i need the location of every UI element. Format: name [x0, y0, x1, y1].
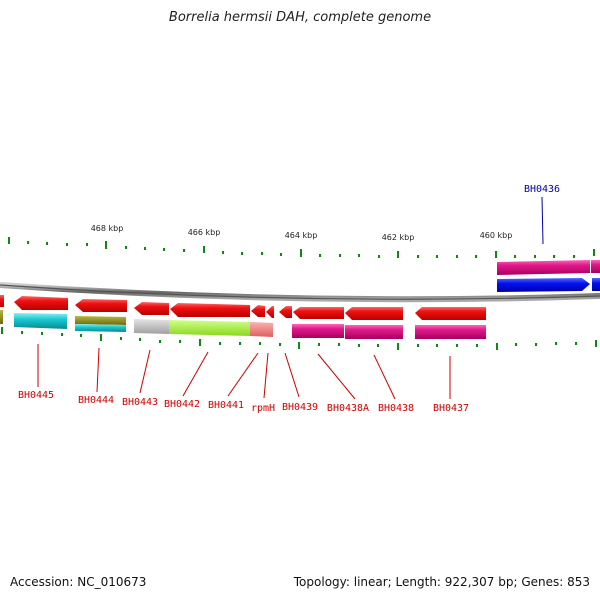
gene-bh0437-arrow[interactable]: [415, 307, 486, 320]
cds-bh0438a[interactable]: [292, 324, 344, 338]
label-leader-lines: [37, 196, 544, 400]
cds-bh0443[interactable]: [134, 319, 169, 334]
gene-bh0436-cds-block[interactable]: [497, 260, 590, 275]
reverse-strand-genes: [0, 295, 486, 320]
cds-bh0438[interactable]: [345, 325, 403, 339]
cds-bh0437[interactable]: [415, 325, 486, 339]
upper-scale-ticks: [8, 237, 595, 258]
gene-label-bh0445[interactable]: BH0445: [18, 390, 54, 401]
scale-label-466: 466 kbp: [188, 228, 221, 237]
gene-label-rpmh[interactable]: rpmH: [251, 403, 275, 414]
gene-label-bh0442[interactable]: BH0442: [164, 399, 200, 410]
gene-rpmh-arrow[interactable]: [266, 306, 274, 318]
gene-label-bh0438a[interactable]: BH0438A: [327, 403, 369, 414]
accession-text: Accession: NC_010673: [10, 575, 147, 589]
cds-bh0441[interactable]: [250, 322, 273, 337]
scale-label-468: 468 kbp: [91, 224, 124, 233]
scale-label-464: 464 kbp: [285, 231, 318, 240]
gene-next-arrow[interactable]: [592, 278, 600, 291]
genome-summary-text: Topology: linear; Length: 922,307 bp; Ge…: [293, 575, 590, 589]
gene-bh0436-arrow[interactable]: [497, 278, 590, 292]
cds-bh0444-cyan[interactable]: [75, 324, 126, 332]
cds-blocks: [0, 310, 486, 339]
gene-label-bh0439[interactable]: BH0439: [282, 402, 318, 413]
gene-bh0438-arrow[interactable]: [345, 307, 403, 320]
gene-bh0445-arrow[interactable]: [14, 296, 68, 310]
gene-bh0436-group: [497, 260, 600, 292]
gene-label-bh0438[interactable]: BH0438: [378, 403, 414, 414]
scale-label-460: 460 kbp: [480, 231, 513, 240]
gene-bh0438a-arrow[interactable]: [293, 307, 344, 319]
cds-bh0445[interactable]: [14, 313, 67, 329]
gene-label-bh0443[interactable]: BH0443: [122, 397, 158, 408]
gene-label-bh0441[interactable]: BH0441: [208, 400, 244, 411]
scale-label-462: 462 kbp: [382, 233, 415, 242]
cds-block-left-edge[interactable]: [0, 310, 3, 324]
gene-bh0443-arrow[interactable]: [134, 302, 169, 315]
lower-scale-ticks: [1, 327, 597, 350]
gene-label-bh0436[interactable]: BH0436: [524, 184, 560, 195]
gene-bh0441-arrow[interactable]: [251, 305, 265, 317]
cds-bh0442[interactable]: [169, 320, 250, 336]
gene-bh0439-arrow[interactable]: [279, 306, 292, 318]
gene-bh0442-arrow[interactable]: [170, 303, 250, 317]
map-title: Borrelia hermsii DAH, complete genome: [168, 10, 432, 25]
gene-label-bh0444[interactable]: BH0444: [78, 395, 114, 406]
gene-label-bh0437[interactable]: BH0437: [433, 403, 469, 414]
cds-bh0444-olive[interactable]: [75, 316, 126, 325]
gene-bh0444-arrow[interactable]: [75, 299, 127, 312]
gene-arrow-left-edge[interactable]: [0, 295, 4, 307]
gene-next-cds-block[interactable]: [591, 260, 600, 273]
